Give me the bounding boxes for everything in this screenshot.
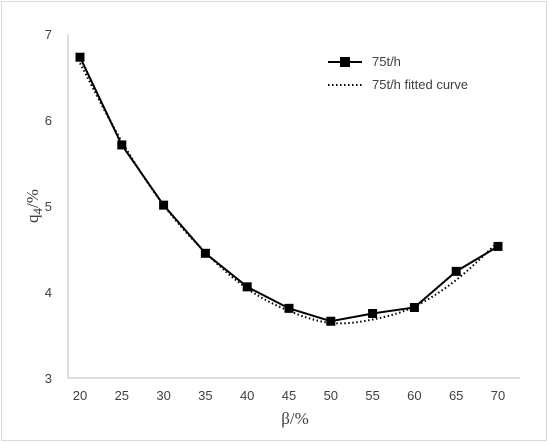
legend-item-75t-h: 75t/h [328,54,401,69]
x-tick-label: 30 [156,388,170,403]
x-tick-label: 35 [198,388,212,403]
x-tick-labels: 20 25 30 35 40 45 50 55 60 65 70 [73,388,505,403]
series-line-75t-h [79,56,499,323]
data-point-marker [200,248,210,258]
x-tick-label: 50 [324,388,338,403]
x-tick-label: 70 [491,388,505,403]
legend: 75t/h 75t/h fitted curve [328,54,468,92]
x-tick-label: 20 [73,388,87,403]
data-point-marker [368,309,378,318]
data-point-marker [284,303,294,313]
x-axis-title: β/% [281,409,309,428]
y-tick-label: 6 [45,113,52,128]
x-tick-label: 55 [365,388,379,403]
x-tick-label: 40 [240,388,254,403]
series-line-fitted-curve [79,62,499,325]
data-point-marker [242,282,252,292]
y-axis-title: q4/% [23,189,45,223]
x-tick-label: 60 [407,388,421,403]
data-point-marker [117,140,127,150]
data-point-marker [75,52,85,62]
y-tick-label: 4 [45,285,52,300]
legend-item-fitted-curve: 75t/h fitted curve [328,77,468,92]
data-point-marker [409,302,419,312]
data-point-marker [326,316,336,326]
legend-swatch-marker [340,57,350,67]
x-tick-label: 25 [115,388,129,403]
data-point-marker [493,241,503,251]
data-point-marker [159,200,169,210]
y-axis-title-main: q [23,214,42,223]
series-layer [75,52,503,326]
x-tick-label: 45 [282,388,296,403]
y-axis-title-subscript: 4 [30,207,45,214]
y-tick-label: 3 [45,371,52,386]
legend-label-series-2: 75t/h fitted curve [372,77,468,92]
y-tick-labels: 3 4 5 6 7 [45,27,52,386]
y-axis-title-unit: /% [23,189,42,208]
x-tick-label: 65 [449,388,463,403]
data-point-marker [451,266,461,276]
y-tick-label: 7 [45,27,52,42]
legend-label-series-1: 75t/h [372,54,401,69]
y-tick-label: 5 [45,199,52,214]
